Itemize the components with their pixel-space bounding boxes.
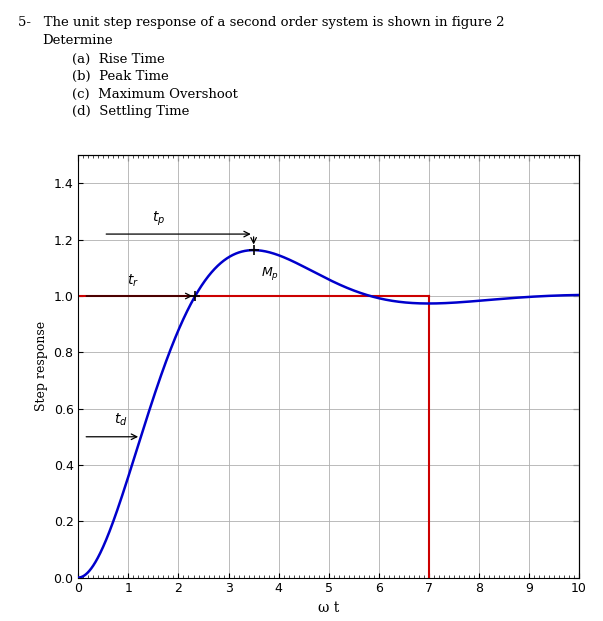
Text: $t_r$: $t_r$ — [127, 273, 139, 289]
Y-axis label: Step response: Step response — [35, 321, 48, 412]
Text: (a)  Rise Time: (a) Rise Time — [72, 53, 165, 66]
Text: $t_p$: $t_p$ — [152, 210, 165, 229]
Text: $t_d$: $t_d$ — [114, 412, 128, 428]
Text: $M_p$: $M_p$ — [261, 265, 279, 281]
Text: 5-   The unit step response of a second order system is shown in figure 2: 5- The unit step response of a second or… — [18, 16, 505, 29]
Text: (b)  Peak Time: (b) Peak Time — [72, 70, 169, 83]
Text: (d)  Settling Time: (d) Settling Time — [72, 105, 190, 118]
X-axis label: ω t: ω t — [318, 601, 339, 615]
Text: Determine: Determine — [42, 34, 113, 47]
Text: (c)  Maximum Overshoot: (c) Maximum Overshoot — [72, 88, 238, 101]
